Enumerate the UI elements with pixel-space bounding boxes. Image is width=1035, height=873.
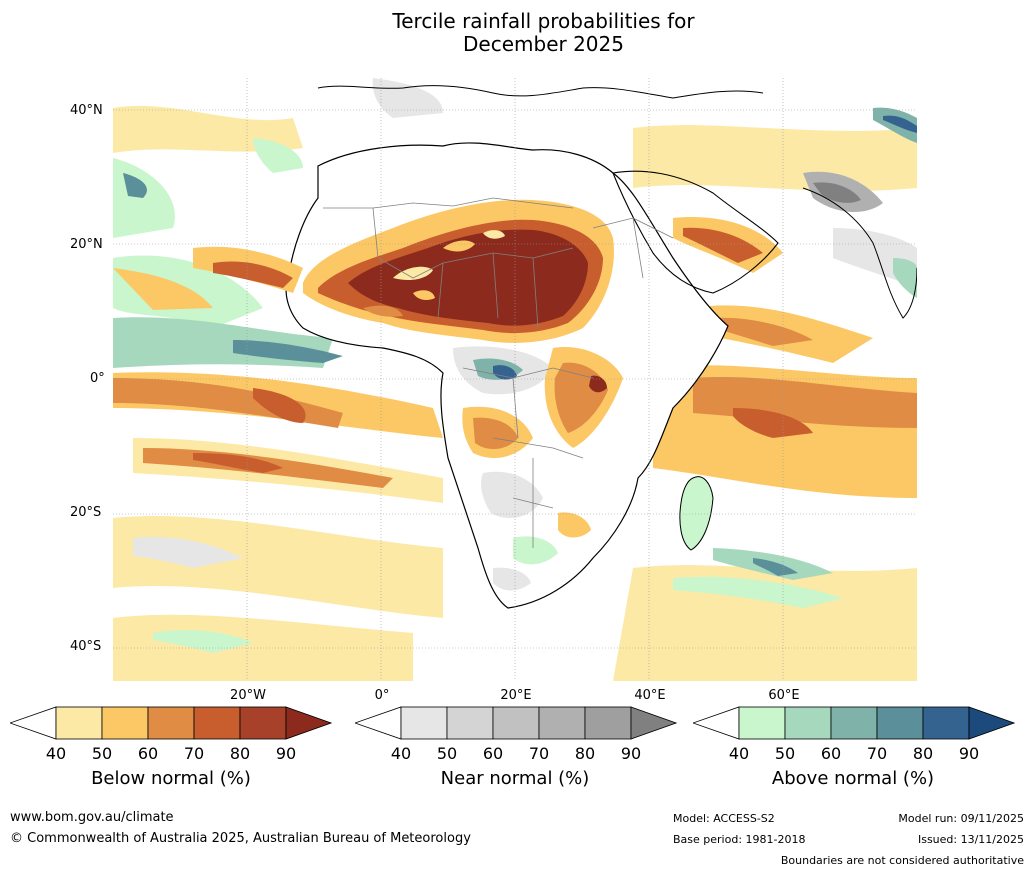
cbar-near-seg-5 (584, 706, 632, 740)
issued-date: Issued: 13/11/2025 (917, 833, 1024, 846)
cbar-near-seg-2 (446, 706, 494, 740)
cbar-below-seg-5 (239, 706, 287, 740)
cbar-below-tick: 90 (275, 744, 297, 763)
lon-label-40e: 40°E (634, 688, 666, 703)
cbar-near-seg-4 (538, 706, 586, 740)
cbar-near-tick: 80 (574, 744, 596, 763)
cbar-near-tick: 70 (528, 744, 550, 763)
lat-label-40s: 40°S (70, 639, 102, 654)
lon-label-20w: 20°W (230, 688, 266, 703)
chart-title: Tercile rainfall probabilities for Decem… (0, 10, 1035, 56)
cbar-below-tick: 80 (229, 744, 251, 763)
colorbar-below-normal (10, 706, 332, 740)
boundary-disclaimer: Boundaries are not considered authoritat… (780, 854, 1024, 867)
model-name: Model: ACCESS-S2 (673, 812, 775, 825)
map-svg (113, 78, 918, 681)
cbar-above-seg-4 (876, 706, 924, 740)
cbar-below-tick: 40 (45, 744, 67, 763)
lat-label-40n: 40°N (70, 103, 103, 118)
model-run: Model run: 09/11/2025 (898, 812, 1024, 825)
base-period: Base period: 1981-2018 (673, 833, 806, 846)
colorbar-above-normal (693, 706, 1015, 740)
cbar-below-tick: 50 (91, 744, 113, 763)
cbar-above-tick: 40 (728, 744, 750, 763)
graticule (113, 78, 917, 681)
cbar-near-seg-1 (400, 706, 448, 740)
lat-label-20s: 20°S (70, 505, 102, 520)
cbar-near-tick: 60 (482, 744, 504, 763)
cbar-near-label: Near normal (%) (440, 768, 590, 789)
cbar-above-tick: 90 (958, 744, 980, 763)
lat-label-20n: 20°N (70, 237, 103, 252)
cbar-above-tick: 80 (912, 744, 934, 763)
title-line-2: December 2025 (463, 32, 624, 56)
cbar-near-seg-3 (492, 706, 540, 740)
cbar-below-label: Below normal (%) (91, 768, 251, 789)
cbar-near-seg-0 (355, 706, 402, 740)
copyright-text: © Commonwealth of Australia 2025, Austra… (10, 831, 471, 846)
europe-outline (317, 85, 764, 99)
cbar-below-seg-1 (55, 706, 103, 740)
cbar-above-tick: 70 (866, 744, 888, 763)
cbar-above-seg-0 (693, 706, 740, 740)
lon-label-20e: 20°E (500, 688, 532, 703)
cbar-above-seg-6 (968, 706, 1015, 740)
background-patches (113, 78, 917, 681)
lat-label-0: 0° (90, 371, 105, 386)
forecast-map (113, 78, 918, 681)
cbar-near-tick: 50 (436, 744, 458, 763)
india-outline (802, 187, 918, 319)
cbar-above-tick: 50 (774, 744, 796, 763)
lon-label-0: 0° (374, 688, 390, 703)
lon-label-60e: 60°E (768, 688, 800, 703)
cbar-below-seg-6 (285, 706, 332, 740)
website-link[interactable]: www.bom.gov.au/climate (10, 810, 174, 825)
cbar-near-tick: 40 (390, 744, 412, 763)
cbar-above-seg-5 (922, 706, 970, 740)
cbar-near-tick: 90 (620, 744, 642, 763)
arabia-landmass (612, 170, 779, 294)
madagascar (679, 476, 714, 551)
title-line-1: Tercile rainfall probabilities for (392, 9, 695, 33)
cbar-above-seg-3 (830, 706, 878, 740)
cbar-near-seg-6 (630, 706, 677, 740)
country-borders (323, 197, 674, 548)
cbar-below-tick: 70 (183, 744, 205, 763)
cbar-below-seg-4 (193, 706, 241, 740)
cbar-below-seg-3 (147, 706, 195, 740)
cbar-above-seg-1 (738, 706, 786, 740)
cbar-above-label: Above normal (%) (771, 768, 935, 789)
cbar-above-seg-2 (784, 706, 832, 740)
colorbar-near-normal (355, 706, 677, 740)
cbar-below-seg-0 (10, 706, 57, 740)
cbar-above-tick: 60 (820, 744, 842, 763)
cbar-below-tick: 60 (137, 744, 159, 763)
cbar-below-seg-2 (101, 706, 149, 740)
